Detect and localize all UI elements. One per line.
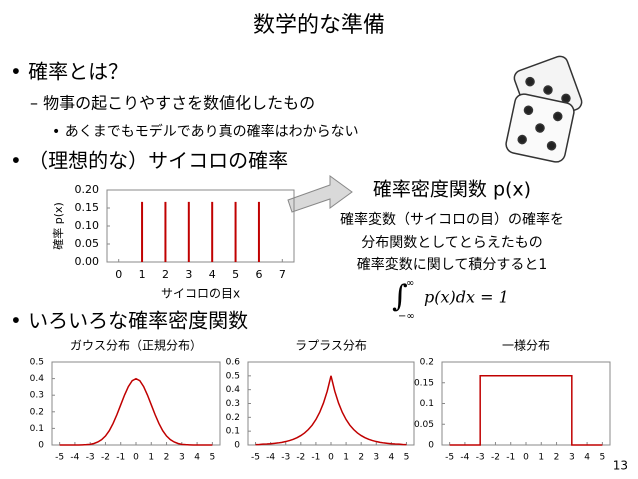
y-tick-label: 0: [428, 441, 434, 451]
y-tick-label: 0.4: [30, 374, 45, 384]
x-tick-label: -5: [55, 453, 64, 463]
x-tick-label: -4: [70, 453, 79, 463]
x-tick-label: 4: [194, 453, 200, 463]
formula-body: p(x)dx = 1: [424, 288, 509, 307]
x-tick-label: 6: [255, 268, 262, 281]
x-tick-label: 4: [209, 268, 216, 281]
x-tick-label: 2: [164, 453, 170, 463]
bullet: • いろいろな確率密度関数: [10, 309, 248, 333]
y-tick-label: 0.6: [226, 358, 241, 368]
x-tick-label: 0: [133, 453, 139, 463]
x-tick-label: 2: [358, 453, 364, 463]
bullet: • 確率とは？: [10, 60, 128, 84]
dice: [505, 55, 583, 163]
y-tick-label: 0.1: [30, 424, 44, 434]
y-tick-label: 0.15: [414, 378, 434, 388]
y-tick-label: 0.20: [75, 183, 100, 196]
x-tick-label: -2: [101, 453, 110, 463]
x-tick-label: -4: [460, 453, 469, 463]
line: [255, 375, 407, 446]
x-tick-label: 3: [185, 268, 192, 281]
x-tick-label: 2: [554, 453, 560, 463]
callout-line: 分布関数としてとらえたもの: [361, 235, 543, 251]
y-tick-label: 0.05: [414, 420, 434, 430]
y-tick-label: 0.1: [420, 399, 434, 409]
page-number: 13: [613, 459, 628, 473]
x-tick-label: 3: [179, 453, 185, 463]
x-tick-label: 0: [328, 453, 334, 463]
x-tick-label: 4: [388, 453, 394, 463]
x-tick-label: 5: [232, 268, 239, 281]
y-tick-label: 0.10: [75, 219, 100, 232]
chart-title: 一様分布: [502, 339, 550, 353]
x-axis-label: サイコロの目x: [161, 287, 240, 301]
callout-line: 確率変数に関して積分すると1: [357, 256, 548, 273]
y-tick-label: 0.1: [226, 427, 240, 437]
y-tick-label: 0: [234, 441, 240, 451]
x-tick-label: -2: [491, 453, 500, 463]
x-tick-label: 0: [523, 453, 529, 463]
x-tick-label: 1: [148, 453, 154, 463]
x-tick-label: -1: [116, 453, 125, 463]
chart-title: ラプラス分布: [295, 339, 367, 353]
x-tick-label: 1: [343, 453, 349, 463]
x-tick-label: -5: [445, 453, 454, 463]
x-tick-label: 3: [569, 453, 575, 463]
callout-heading: 確率密度関数 p(x): [373, 179, 531, 201]
x-tick-label: -2: [296, 453, 305, 463]
x-tick-label: -4: [266, 453, 275, 463]
y-tick-label: 0.3: [226, 399, 240, 409]
y-axis-label: 確率 p(x): [51, 202, 65, 250]
y-tick-label: 0.15: [75, 201, 100, 214]
callout-line: 確率変数（サイコロの目）の確率を: [340, 211, 564, 228]
x-tick-label: 3: [373, 453, 379, 463]
x-tick-label: 1: [538, 453, 544, 463]
chart-title: ガウス分布（正規分布）: [70, 338, 202, 353]
y-tick-label: 0.05: [75, 237, 100, 250]
x-tick-label: 5: [599, 453, 605, 463]
x-tick-label: 7: [279, 268, 286, 281]
arrow: [287, 175, 353, 213]
x-tick-label: -5: [251, 453, 260, 463]
y-tick-label: 0.3: [30, 391, 44, 401]
y-tick-label: 0.2: [30, 407, 44, 417]
x-tick-label: 5: [209, 453, 215, 463]
y-tick-label: 0.2: [420, 358, 434, 368]
x-tick-label: 1: [139, 268, 146, 281]
bullet: • （理想的な）サイコロの確率: [10, 149, 288, 173]
y-tick-label: 0.2: [226, 413, 240, 423]
y-tick-label: 0.00: [75, 255, 100, 268]
bullet: • あくまでもモデルであり真の確率はわからない: [52, 123, 359, 140]
x-tick-label: 4: [584, 453, 590, 463]
x-tick-label: -1: [506, 453, 515, 463]
x-tick-label: -3: [476, 453, 485, 463]
formula-upper: ∞: [406, 278, 414, 289]
x-tick-label: -1: [311, 453, 320, 463]
formula-integral: ∫: [392, 279, 408, 314]
x-tick-label: 2: [162, 268, 169, 281]
y-tick-label: 0: [38, 441, 44, 451]
x-tick-label: 0: [115, 268, 122, 281]
x-tick-label: -3: [86, 453, 95, 463]
y-tick-label: 0.5: [226, 371, 240, 381]
line: [59, 377, 213, 446]
y-tick-label: 0.5: [30, 358, 44, 368]
slide-title: 数学的な準備: [253, 13, 385, 38]
formula-lower: −∞: [398, 311, 415, 322]
bullet: – 物事の起こりやすさを数値化したもの: [30, 94, 315, 113]
line: [449, 374, 603, 446]
x-tick-label: -3: [281, 453, 290, 463]
x-tick-label: 5: [404, 453, 410, 463]
y-tick-label: 0.4: [226, 385, 241, 395]
